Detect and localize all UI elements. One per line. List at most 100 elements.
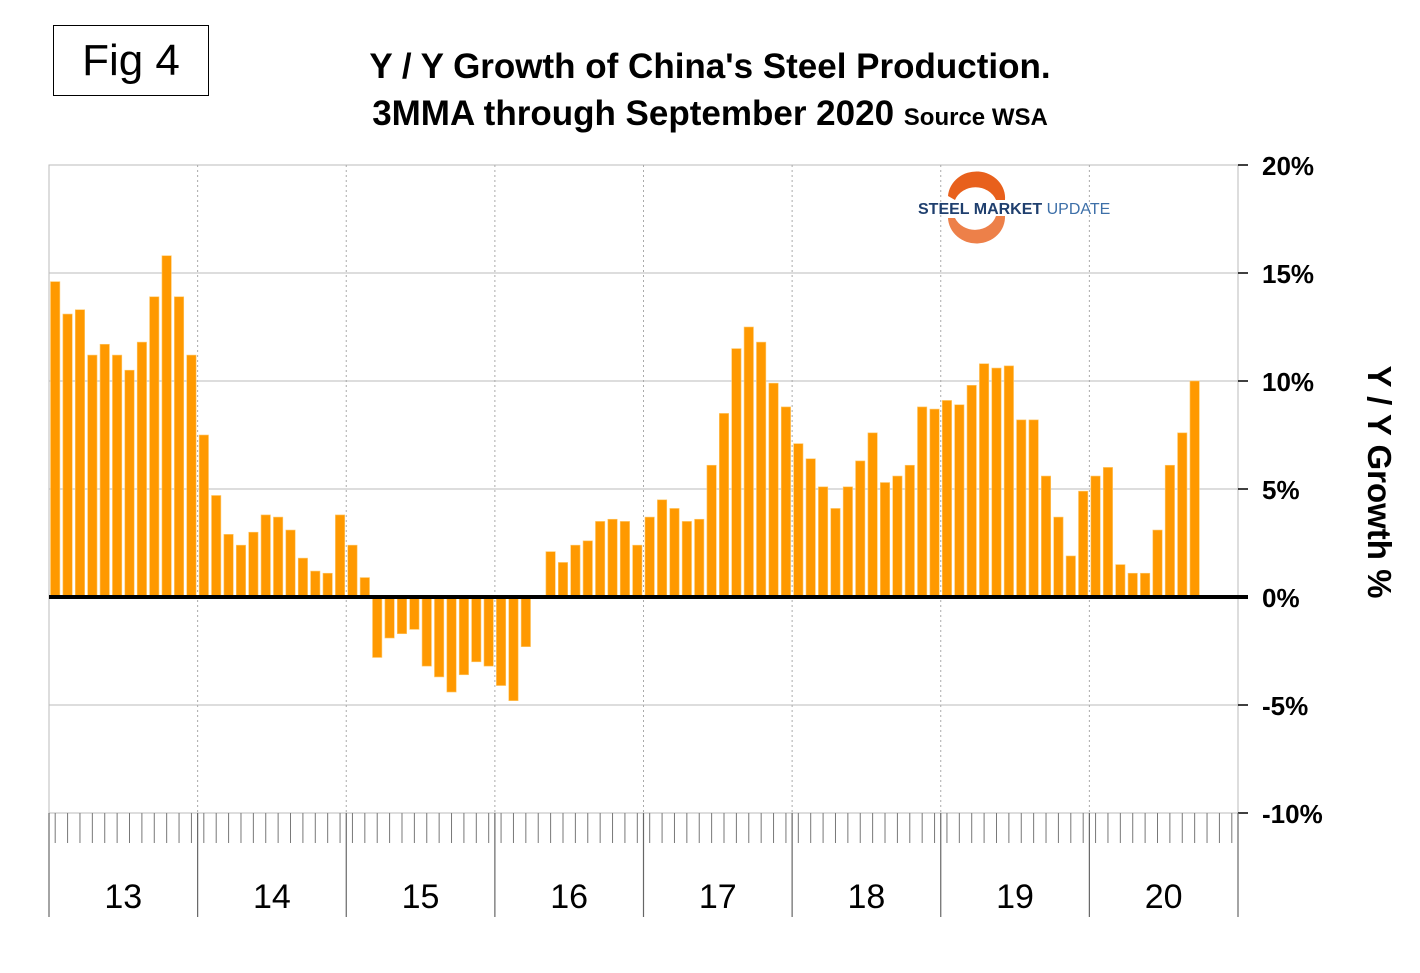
bar xyxy=(582,540,593,598)
y-tick-label: 15% xyxy=(1262,259,1314,289)
title-line-2: 3MMA through September 2020 Source WSA xyxy=(300,90,1120,141)
bar xyxy=(1028,419,1039,598)
bar xyxy=(904,464,915,598)
y-tick-label: -5% xyxy=(1262,691,1308,721)
bar xyxy=(545,551,556,598)
bar xyxy=(880,482,891,598)
logo-text-market: MARKET xyxy=(974,201,1043,218)
bar xyxy=(1127,572,1138,598)
bar xyxy=(979,363,990,598)
y-tick-label: 10% xyxy=(1262,367,1314,397)
year-label: 18 xyxy=(848,878,886,916)
bar xyxy=(359,577,370,598)
y-tick-label: -10% xyxy=(1262,799,1323,829)
bar xyxy=(929,408,940,598)
svg-text:STEEL MARKET UPDATE: STEEL MARKET UPDATE xyxy=(918,201,1110,218)
bar xyxy=(161,255,172,598)
bar xyxy=(1115,564,1126,598)
bar xyxy=(917,406,928,598)
grid xyxy=(48,164,1239,814)
year-label: 13 xyxy=(104,878,142,916)
bar xyxy=(694,518,705,598)
bar xyxy=(310,570,321,598)
subtitle: 3MMA through September 2020 xyxy=(372,94,895,133)
chart-title: Y / Y Growth of China's Steel Production… xyxy=(300,43,1120,141)
bar xyxy=(384,596,395,639)
year-label: 16 xyxy=(550,878,588,916)
bar xyxy=(285,529,296,598)
bar xyxy=(124,369,135,598)
bar xyxy=(1016,419,1027,598)
bar xyxy=(483,596,494,667)
bar xyxy=(867,432,878,598)
bar xyxy=(211,495,222,598)
bar xyxy=(669,508,680,598)
bar xyxy=(731,348,742,598)
bar xyxy=(260,514,271,598)
year-label: 20 xyxy=(1145,878,1183,916)
bar xyxy=(1152,529,1163,598)
bar xyxy=(892,475,903,598)
logo-text-update: UPDATE xyxy=(1047,201,1111,218)
bar xyxy=(62,313,73,598)
bar xyxy=(235,544,246,598)
bar xyxy=(855,460,866,598)
bar xyxy=(558,562,568,598)
bar xyxy=(174,296,185,598)
bar xyxy=(520,596,531,647)
bar xyxy=(471,596,482,663)
bar xyxy=(248,531,259,598)
bar xyxy=(223,534,234,598)
bar xyxy=(87,354,98,598)
bar xyxy=(99,343,110,598)
bar xyxy=(1177,432,1188,598)
bar xyxy=(991,367,1002,598)
bar xyxy=(496,596,507,686)
bar xyxy=(632,544,643,598)
bars xyxy=(50,255,1200,701)
logo-text-steel: STEEL xyxy=(918,201,970,218)
bar xyxy=(434,596,445,678)
bar xyxy=(842,486,853,598)
bar xyxy=(1090,475,1101,598)
bar xyxy=(446,596,457,693)
year-label: 14 xyxy=(253,878,291,916)
bar xyxy=(681,521,692,598)
bar xyxy=(768,382,779,598)
year-label: 15 xyxy=(402,878,440,916)
bar xyxy=(941,400,952,598)
bar xyxy=(657,499,668,598)
y-tick-label: 20% xyxy=(1262,151,1314,181)
bar xyxy=(1102,467,1113,598)
bar xyxy=(1053,516,1064,598)
year-label: 17 xyxy=(699,878,737,916)
bar xyxy=(508,596,519,701)
bar xyxy=(1003,365,1014,598)
title-line-1: Y / Y Growth of China's Steel Production… xyxy=(369,47,1051,86)
bar xyxy=(50,281,61,598)
bar xyxy=(347,544,358,598)
bar xyxy=(322,572,333,598)
year-label: 19 xyxy=(996,878,1034,916)
bar xyxy=(706,464,717,598)
bar xyxy=(966,385,977,598)
bar xyxy=(607,518,618,598)
figure-label: Fig 4 xyxy=(53,25,209,96)
bar xyxy=(273,516,284,598)
bar xyxy=(780,406,791,598)
bar xyxy=(743,326,754,598)
bar xyxy=(1189,380,1200,598)
bar xyxy=(409,596,420,630)
bar xyxy=(830,508,841,598)
logo: STEEL MARKET UPDATE xyxy=(918,171,1110,244)
bar xyxy=(1164,464,1175,598)
bar xyxy=(1041,475,1052,598)
bar xyxy=(1140,572,1151,598)
bar xyxy=(756,341,767,598)
bar xyxy=(74,309,85,598)
bar xyxy=(818,486,829,598)
bar xyxy=(149,296,160,598)
bar xyxy=(805,458,816,598)
bar xyxy=(793,443,804,598)
bar xyxy=(372,596,383,658)
